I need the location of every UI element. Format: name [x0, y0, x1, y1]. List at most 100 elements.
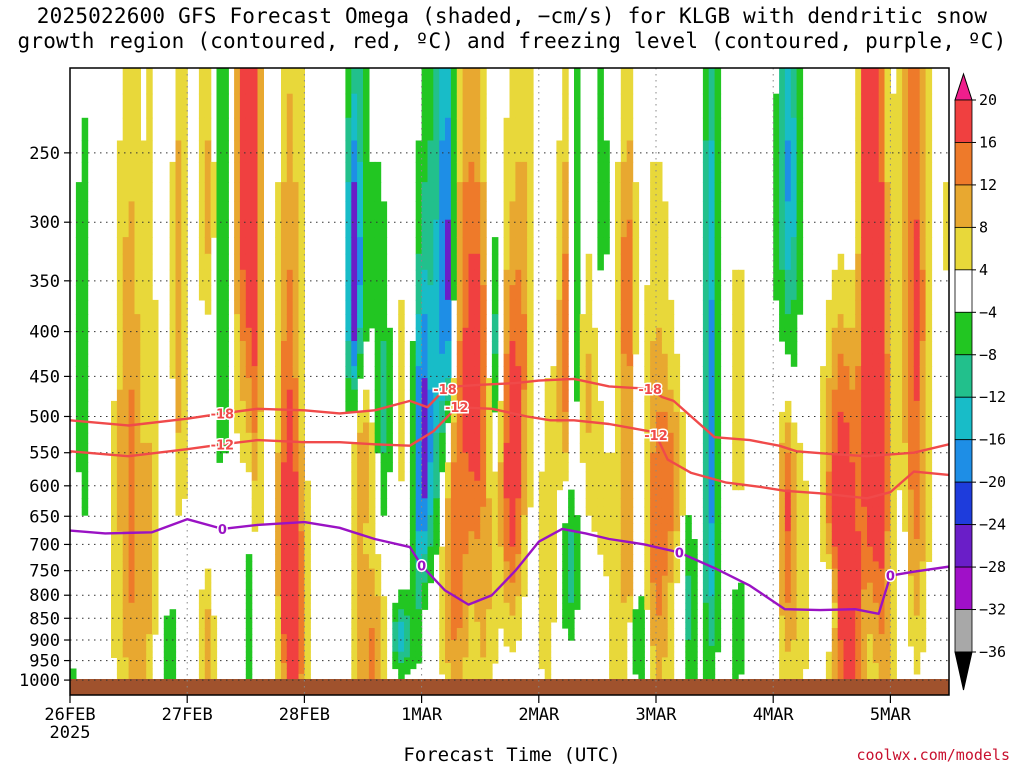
omega-cell — [661, 640, 669, 647]
omega-cell — [784, 269, 792, 286]
omega-cell — [872, 411, 880, 424]
omega-cell — [409, 498, 417, 508]
omega-cell — [544, 645, 552, 653]
omega-cell — [831, 615, 839, 623]
omega-cell — [368, 663, 376, 670]
omega-cell — [591, 389, 598, 402]
omega-cell — [409, 621, 417, 629]
omega-cell — [239, 442, 247, 454]
omega-cell — [433, 506, 440, 516]
omega-cell — [890, 539, 897, 548]
omega-cell — [896, 117, 903, 142]
omega-cell — [351, 327, 358, 342]
chart-title: 2025022600 GFS Forecast Omega (shaded, −… — [0, 4, 1024, 54]
omega-cell — [380, 668, 388, 675]
omega-cell — [908, 366, 915, 379]
omega-cell — [380, 253, 388, 271]
omega-cell — [345, 161, 352, 183]
omega-cell — [849, 314, 856, 329]
omega-cell — [667, 663, 675, 670]
omega-cell — [796, 568, 804, 577]
omega-cell — [421, 596, 429, 604]
omega-cell — [222, 269, 229, 286]
omega-cell — [351, 554, 358, 562]
omega-cell — [239, 341, 247, 355]
omega-cell — [597, 161, 604, 183]
omega-cell — [257, 237, 264, 255]
omega-cell — [615, 498, 622, 508]
omega-cell — [345, 93, 352, 119]
omega-cell — [468, 668, 475, 675]
omega-cell — [281, 506, 288, 516]
omega-cell — [550, 452, 557, 463]
omega-cell — [427, 489, 434, 499]
omega-cell — [304, 575, 311, 584]
omega-cell — [351, 353, 358, 367]
omega-cell — [181, 237, 188, 255]
omega-cell — [474, 480, 481, 491]
omega-cell — [615, 366, 622, 379]
omega-cell — [732, 422, 739, 434]
omega-cell — [480, 219, 487, 238]
omega-cell — [234, 422, 241, 434]
omega-cell — [491, 489, 499, 499]
omega-cell — [281, 546, 288, 555]
omega-cell — [890, 182, 897, 202]
omega-cell — [275, 589, 282, 597]
omega-cell — [919, 575, 927, 584]
omega-cell — [116, 589, 124, 597]
omega-cell — [550, 506, 557, 516]
omega-cell — [620, 539, 628, 548]
omega-cell — [861, 93, 868, 119]
omega-cell — [872, 615, 880, 623]
omega-cell — [872, 400, 880, 413]
omega-cell — [81, 161, 89, 183]
omega-cell — [486, 621, 493, 629]
omega-cell — [878, 663, 886, 670]
omega-cell — [116, 575, 124, 584]
omega-cell — [474, 645, 481, 653]
omega-cell — [140, 353, 147, 367]
omega-cell — [861, 140, 868, 163]
omega-cell — [239, 353, 247, 367]
omega-cell — [796, 182, 804, 202]
omega-cell — [245, 645, 253, 653]
omega-cell — [468, 640, 475, 647]
omega-cell — [351, 480, 358, 491]
omega-cell — [802, 561, 809, 570]
omega-cell — [474, 253, 481, 271]
omega-cell — [380, 366, 388, 379]
omega-cell — [790, 561, 798, 570]
omega-cell — [837, 546, 845, 555]
omega-cell — [351, 657, 358, 664]
omega-cell — [691, 561, 698, 570]
omega-cell — [831, 582, 839, 591]
omega-cell — [281, 140, 288, 163]
omega-cell — [837, 554, 845, 562]
omega-cell — [251, 366, 259, 379]
omega-cell — [544, 657, 552, 664]
omega-cell — [609, 673, 616, 680]
omega-cell — [626, 596, 634, 604]
omega-cell — [855, 561, 862, 570]
omega-cell — [890, 253, 897, 271]
omega-cell — [615, 634, 622, 641]
omega-cell — [738, 366, 745, 379]
omega-cell — [609, 663, 616, 670]
omega-cell — [75, 422, 83, 434]
omega-cell — [667, 411, 675, 424]
omega-cell — [122, 609, 130, 617]
omega-cell — [878, 253, 886, 271]
omega-cell — [486, 539, 493, 548]
omega-cell — [128, 471, 136, 482]
omega-cell — [245, 117, 253, 142]
omega-cell — [462, 378, 470, 391]
omega-cell — [714, 269, 722, 286]
omega-cell — [837, 663, 845, 670]
omega-cell — [843, 568, 850, 577]
omega-cell — [908, 634, 915, 641]
omega-cell — [351, 663, 358, 670]
omega-cell — [169, 668, 177, 675]
omega-cell — [884, 561, 891, 570]
omega-cell — [913, 389, 921, 402]
